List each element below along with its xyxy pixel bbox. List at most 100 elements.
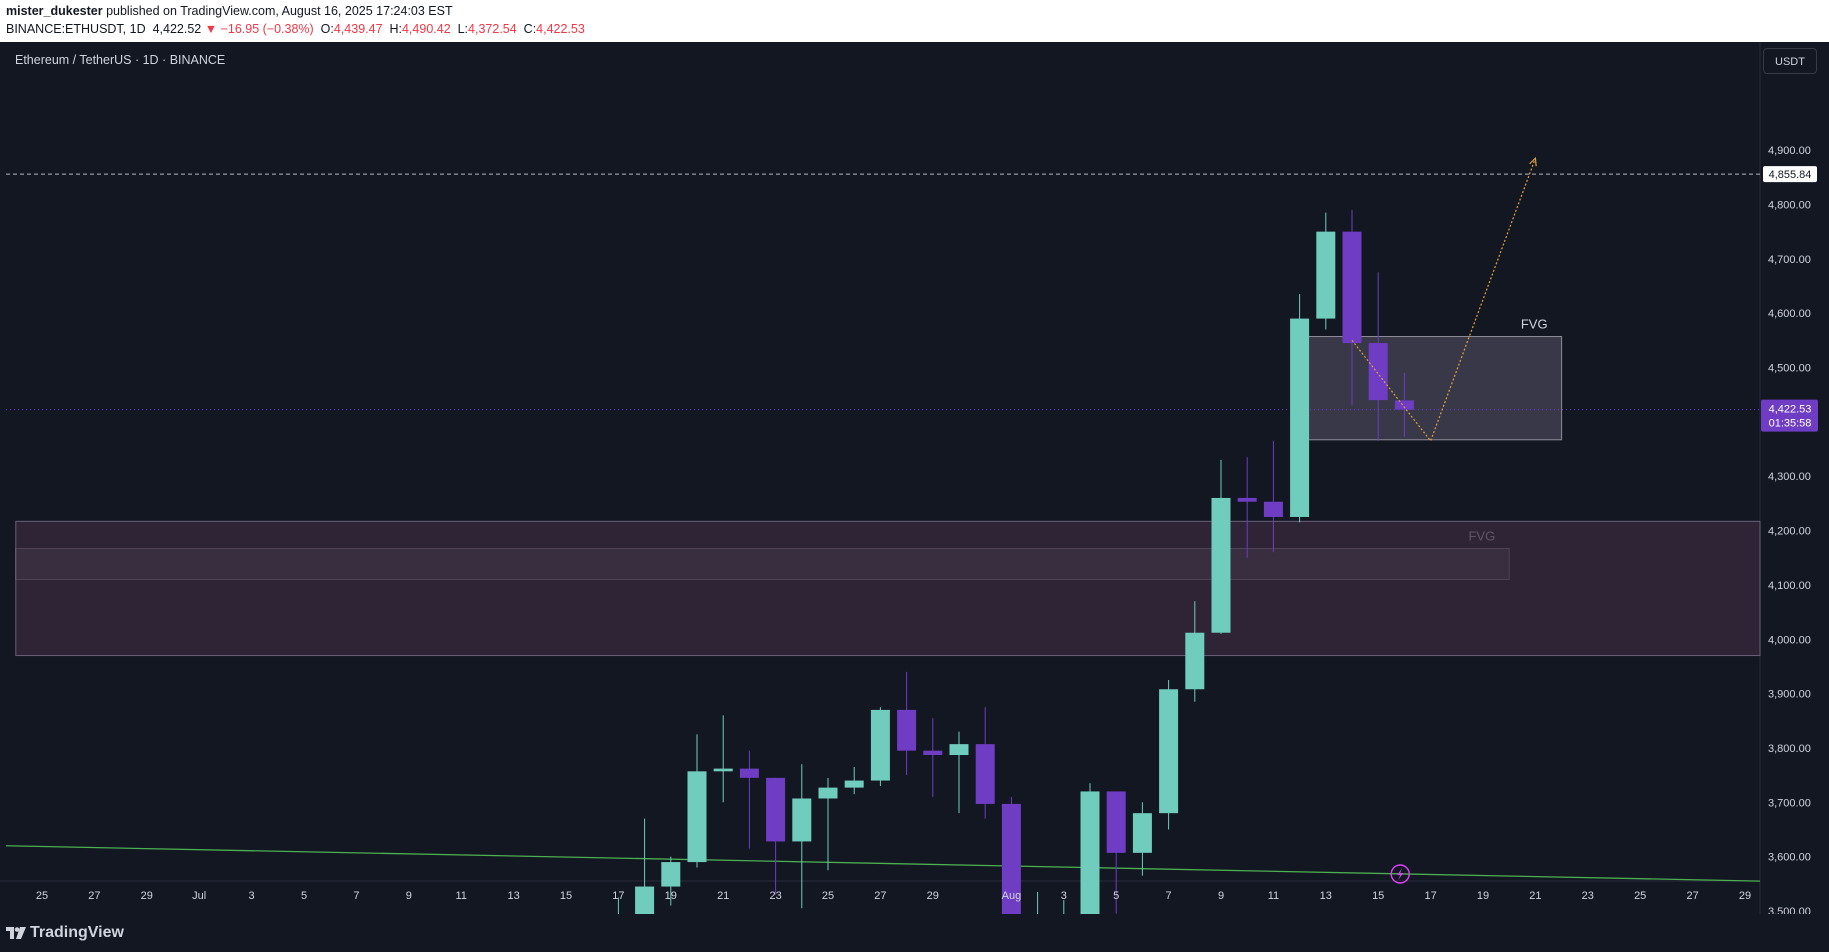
tradingview-logo-text: TradingView xyxy=(30,924,124,941)
date-tick-label: Jul xyxy=(192,890,206,902)
price-tick-label: 4,800.00 xyxy=(1768,199,1811,211)
candle xyxy=(897,671,917,776)
candle-body xyxy=(687,771,707,863)
publication-header: mister_dukester published on TradingView… xyxy=(0,0,1829,42)
low-label: L: xyxy=(457,22,469,36)
chart-frame[interactable]: FVGFVG 3,500.003,600.003,700.003,800.003… xyxy=(0,42,1829,914)
price-tick-label: 3,900.00 xyxy=(1768,689,1811,701)
close-label: C: xyxy=(523,22,537,36)
date-tick-label: 9 xyxy=(1218,890,1224,902)
zones-layer: FVGFVG xyxy=(15,317,1761,657)
candle-body xyxy=(1159,689,1179,814)
ohlc-legend: BINANCE:ETHUSDT, 1D 4,422.52 ▼ −16.95 (−… xyxy=(6,22,585,36)
date-tick-label: 17 xyxy=(1424,890,1436,902)
candle xyxy=(635,818,655,914)
candle xyxy=(687,734,707,868)
date-tick-label: 3 xyxy=(1061,890,1067,902)
projection-path xyxy=(1351,158,1536,443)
candle-body xyxy=(1263,501,1283,517)
price-tick-label: 4,600.00 xyxy=(1768,308,1811,320)
price-tick-label: 4,500.00 xyxy=(1768,363,1811,375)
candle xyxy=(923,718,943,797)
candles-layer xyxy=(617,209,1414,914)
candle xyxy=(1211,459,1231,634)
candle xyxy=(1063,900,1065,914)
lightning-bolt-icon xyxy=(1397,868,1404,880)
candle-body xyxy=(1316,231,1336,319)
price-tick-label: 4,300.00 xyxy=(1768,471,1811,483)
candle xyxy=(1342,209,1362,406)
candle xyxy=(1132,802,1152,876)
candle-body xyxy=(818,787,838,799)
candle xyxy=(1106,791,1126,914)
last-price: 4,422.52 xyxy=(152,22,202,36)
price-tick-label: 4,700.00 xyxy=(1768,254,1811,266)
date-tick-label: 3 xyxy=(249,890,255,902)
date-tick-label: 27 xyxy=(1686,890,1698,902)
candle-body xyxy=(792,798,812,842)
date-tick-label: 13 xyxy=(507,890,519,902)
fvg-zone xyxy=(1299,336,1563,441)
candle-body xyxy=(1368,343,1388,401)
date-tick-label: 15 xyxy=(560,890,572,902)
candle xyxy=(1290,294,1310,523)
candle xyxy=(975,707,995,819)
date-tick-label: 23 xyxy=(769,890,781,902)
candle xyxy=(739,750,759,849)
price-tick-label: 4,900.00 xyxy=(1768,145,1811,157)
axes-layer: 3,500.00 3,600.00 3,700.00 3,800.00 3,900.00… xyxy=(36,145,1818,914)
candle xyxy=(1080,783,1100,914)
candle-body xyxy=(661,862,681,887)
candle xyxy=(713,715,733,803)
author-name[interactable]: mister_dukester xyxy=(6,4,103,18)
plot-background xyxy=(0,42,1829,914)
candle xyxy=(1159,680,1179,830)
price-tick-label: 3,700.00 xyxy=(1768,797,1811,809)
date-tick-label: 9 xyxy=(406,890,412,902)
candle-body xyxy=(1106,791,1126,853)
candle-body xyxy=(1001,803,1021,914)
current-price-tag xyxy=(1761,399,1818,432)
candle-body xyxy=(766,777,786,842)
candle xyxy=(1237,457,1257,558)
date-tick-label: 27 xyxy=(88,890,100,902)
projection-arrowhead xyxy=(1529,156,1537,167)
date-tick-label: 29 xyxy=(1739,890,1751,902)
date-tick-label: Aug xyxy=(1002,890,1022,902)
candle-body xyxy=(949,744,969,756)
date-tick-label: 25 xyxy=(822,890,834,902)
date-tick-label: 5 xyxy=(301,890,307,902)
tradingview-logo[interactable]: TradingView xyxy=(6,924,124,942)
date-tick-label: 11 xyxy=(455,890,466,902)
candle xyxy=(766,777,786,895)
symbol-label: BINANCE:ETHUSDT, 1D xyxy=(6,22,146,36)
price-tick-label: 4,100.00 xyxy=(1768,580,1811,592)
date-tick-label: 21 xyxy=(717,890,729,902)
currency-button[interactable]: USDT xyxy=(1763,48,1817,74)
date-tick-label: 5 xyxy=(1113,890,1119,902)
fvg-zone-label: FVG xyxy=(1521,317,1548,332)
candle-body xyxy=(1211,497,1231,633)
chart-symbol-title: Ethereum / TetherUS · 1D · BINANCE xyxy=(15,53,226,67)
date-tick-label: 23 xyxy=(1582,890,1594,902)
price-tick-label: 4,000.00 xyxy=(1768,634,1811,646)
lines-layer xyxy=(5,173,1761,882)
date-tick-label: 7 xyxy=(1166,890,1172,902)
price-chart[interactable]: FVGFVG 3,500.003,600.003,700.003,800.003… xyxy=(0,42,1829,914)
candle-body xyxy=(713,768,733,772)
date-tick-label: 25 xyxy=(36,890,48,902)
date-tick-label: 25 xyxy=(1634,890,1646,902)
candle xyxy=(617,897,619,914)
candle-body xyxy=(1290,318,1310,517)
candle-body xyxy=(635,886,655,914)
candle-body xyxy=(870,709,890,781)
close-value: 4,422.53 xyxy=(536,22,585,36)
candle-body xyxy=(975,744,995,804)
low-value: 4,372.54 xyxy=(468,22,517,36)
candle-body xyxy=(1080,791,1100,914)
resistance-price-tag xyxy=(1763,166,1817,183)
chart-footer: TradingView xyxy=(0,914,1829,952)
high-label: H: xyxy=(389,22,402,36)
candle-body xyxy=(844,780,864,788)
candle xyxy=(844,766,864,795)
